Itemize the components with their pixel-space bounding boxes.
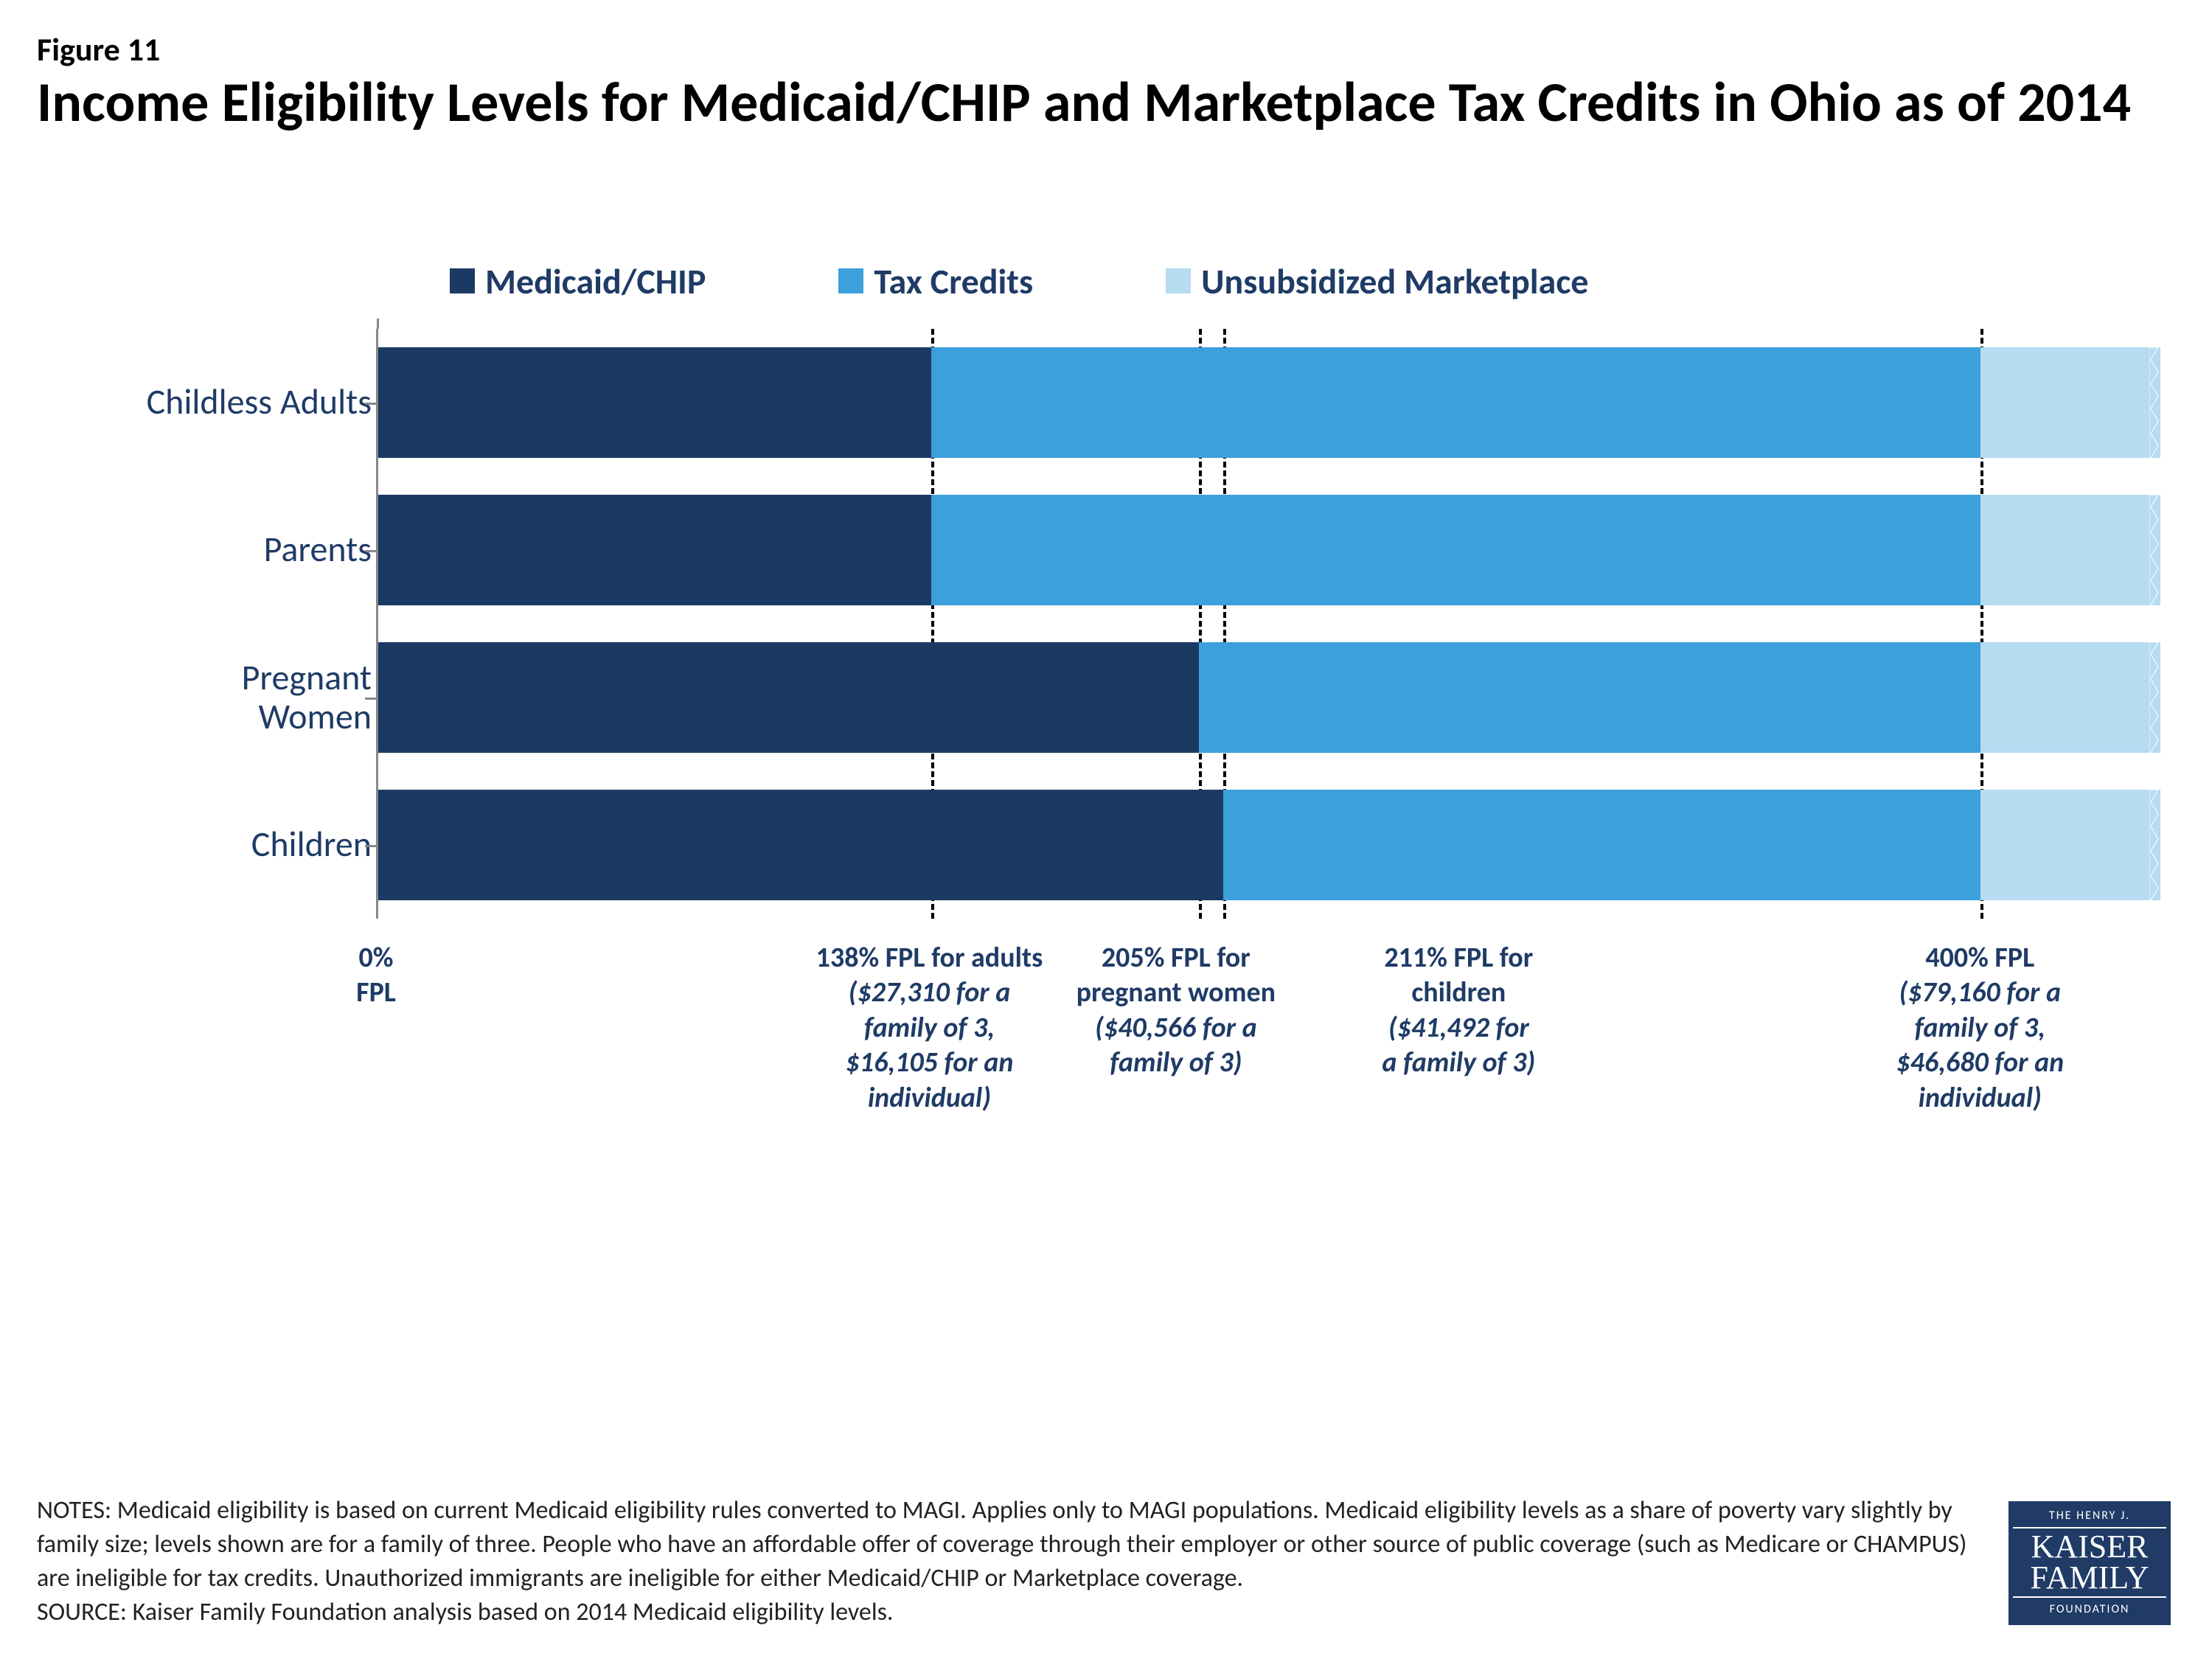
logo-top: THE HENRY J.: [2013, 1509, 2166, 1528]
segment-unsub: [1980, 347, 2160, 458]
segment-unsub: [1980, 642, 2160, 753]
bar-row: [378, 624, 2160, 771]
category-label: Children: [37, 771, 372, 919]
stacked-bar: [378, 347, 2160, 458]
legend-item: Medicaid/CHIP: [450, 260, 706, 303]
x-axis-annotations: 0%FPL138% FPL for adults($27,310 for afa…: [376, 941, 2160, 1206]
legend-item: Tax Credits: [838, 260, 1033, 303]
legend-swatch: [1166, 268, 1191, 293]
figure-number: Figure 11: [37, 29, 2160, 69]
stacked-bar: [378, 790, 2160, 900]
category-label: Childless Adults: [37, 329, 372, 476]
segment-medicaid: [378, 495, 931, 605]
x-annotation: 138% FPL for adults($27,310 for afamily …: [816, 941, 1043, 1116]
bar-row: [378, 476, 2160, 624]
legend-label: Tax Credits: [874, 260, 1033, 303]
stacked-bar: [378, 642, 2160, 753]
kaiser-logo: THE HENRY J. KAISER FAMILY FOUNDATION: [2008, 1501, 2171, 1625]
segment-unsub: [1980, 495, 2160, 605]
source-text: SOURCE: Kaiser Family Foundation analysi…: [37, 1596, 1991, 1630]
notes-block: NOTES: Medicaid eligibility is based on …: [37, 1494, 1991, 1630]
x-annotation: 0%FPL: [356, 941, 396, 1011]
legend-label: Medicaid/CHIP: [485, 260, 706, 303]
bar-row: [378, 329, 2160, 476]
logo-main2: FAMILY: [2013, 1562, 2166, 1593]
category-label: PregnantWomen: [37, 624, 372, 771]
x-annotation: 205% FPL forpregnant women($40,566 for a…: [1077, 941, 1276, 1081]
segment-taxcredit: [1223, 790, 1980, 900]
legend-item: Unsubsidized Marketplace: [1166, 260, 1588, 303]
chart-plot-area: [376, 329, 2160, 919]
y-axis-labels: Childless AdultsParentsPregnantWomenChil…: [37, 329, 376, 919]
bar-row: [378, 771, 2160, 919]
legend: Medicaid/CHIP Tax Credits Unsubsidized Mar…: [37, 260, 2160, 303]
x-annotation: 400% FPL($79,160 for afamily of 3,$46,68…: [1896, 941, 2064, 1116]
stacked-bar: [378, 495, 2160, 605]
legend-swatch: [450, 268, 475, 293]
legend-swatch: [838, 268, 863, 293]
segment-taxcredit: [931, 495, 1980, 605]
legend-label: Unsubsidized Marketplace: [1201, 260, 1588, 303]
notes-text: NOTES: Medicaid eligibility is based on …: [37, 1494, 1991, 1596]
category-label: Parents: [37, 476, 372, 624]
chart-title: Income Eligibility Levels for Medicaid/C…: [37, 72, 2160, 134]
segment-medicaid: [378, 642, 1199, 753]
x-annotation: 211% FPL forchildren($41,492 fora family…: [1382, 941, 1535, 1081]
logo-main1: KAISER: [2013, 1531, 2166, 1562]
segment-taxcredit: [1199, 642, 1980, 753]
segment-medicaid: [378, 790, 1223, 900]
segment-unsub: [1980, 790, 2160, 900]
segment-medicaid: [378, 347, 931, 458]
segment-taxcredit: [931, 347, 1980, 458]
logo-bot: FOUNDATION: [2013, 1596, 2166, 1616]
